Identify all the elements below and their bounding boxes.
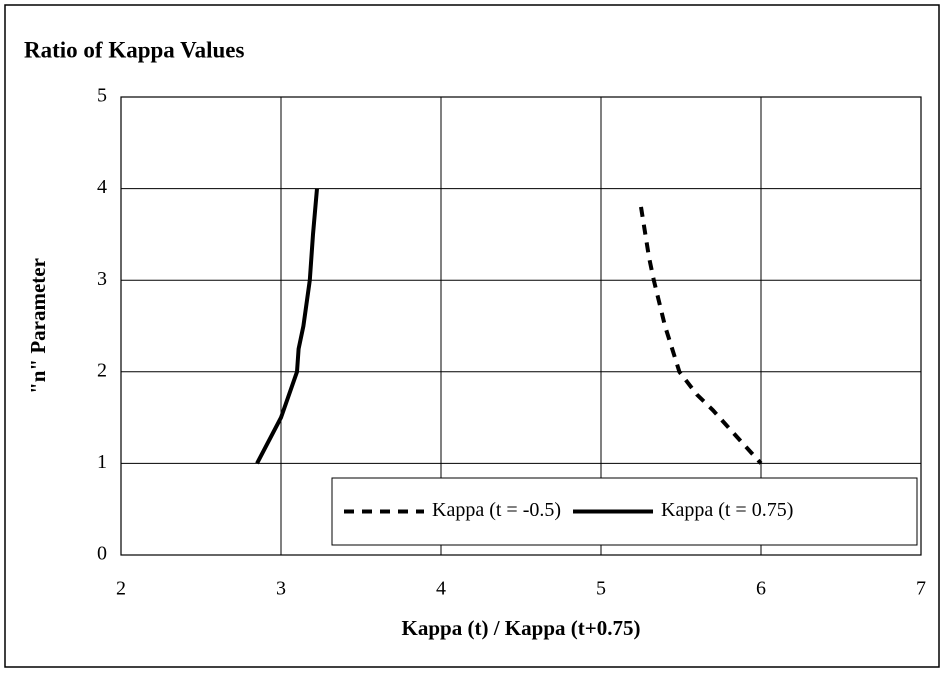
chart-title: Ratio of Kappa Values	[24, 37, 245, 62]
y-tick-label: 1	[97, 451, 107, 473]
y-axis-label: "n" Parameter	[26, 258, 50, 394]
plot-border	[120, 96, 922, 556]
x-tick-label: 4	[436, 578, 446, 600]
y-tick-label: 3	[97, 268, 107, 290]
x-tick-label: 2	[116, 578, 126, 600]
x-axis-label: Kappa (t) / Kappa (t+0.75)	[402, 616, 641, 640]
y-tick-label: 0	[97, 543, 107, 565]
x-tick-label: 6	[756, 578, 766, 600]
y-tick-label: 4	[97, 176, 107, 198]
legend-label: Kappa (t = -0.5)	[432, 499, 561, 521]
x-tick-label: 7	[916, 578, 926, 600]
legend-label: Kappa (t = 0.75)	[661, 499, 793, 521]
y-tick-label: 5	[97, 85, 107, 107]
series-line	[639, 206, 763, 465]
x-tick-label: 3	[276, 578, 286, 600]
x-tick-label: 5	[596, 578, 606, 600]
y-tick-label: 2	[97, 359, 107, 381]
series-line	[255, 188, 319, 465]
